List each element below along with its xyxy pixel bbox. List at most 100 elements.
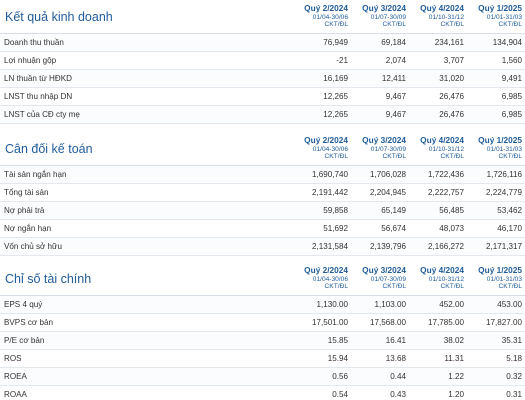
table-body: EPS 4 quý 1,130.00 1,103.00 452.00 453.00 BV… — [0, 296, 525, 400]
cell-value: 17,568.00 — [369, 318, 406, 327]
cell-value: 0.31 — [506, 390, 522, 399]
column-header[interactable]: Quý 4/2024 01/10-31/12 CKT/ĐL — [420, 135, 464, 161]
cell-value: 26,476 — [439, 92, 464, 101]
cell-value: 13.68 — [385, 354, 406, 363]
row-label[interactable]: Vốn chủ sở hữu — [4, 242, 62, 251]
cell-value: 11.31 — [444, 354, 464, 363]
cell-value: 2,139,796 — [369, 242, 406, 251]
cell-value: 56,674 — [381, 224, 406, 233]
column-header[interactable]: Quý 2/2024 01/04-30/06 CKT/ĐL — [304, 135, 348, 161]
cell-value: 1,560 — [501, 56, 522, 65]
cell-value: 31,020 — [439, 74, 464, 83]
table-body: Doanh thu thuần 76,949 69,184 234,161 134,90… — [0, 34, 525, 124]
cell-value: 17,827.00 — [485, 318, 522, 327]
cell-value: 1,130.00 — [316, 300, 348, 309]
cell-value: 46,170 — [497, 224, 522, 233]
row-label[interactable]: LNST của CĐ cty mẹ — [4, 110, 80, 119]
column-header[interactable]: Quý 1/2025 01/01-31/03 CKT/ĐL — [478, 265, 522, 291]
cell-value: 2,131,584 — [311, 242, 348, 251]
cell-value: 1.22 — [448, 372, 464, 381]
row-label[interactable]: LN thuần từ HĐKD — [4, 74, 72, 83]
cell-value: 134,904 — [492, 38, 522, 47]
table-row: ROEA 0.56 0.44 1.22 0.32 — [0, 368, 525, 386]
cell-value: 65,149 — [381, 206, 406, 215]
cell-value: 17,501.00 — [311, 318, 348, 327]
column-header[interactable]: Quý 4/2024 01/10-31/12 CKT/ĐL — [420, 3, 464, 29]
cell-value: 234,161 — [434, 38, 464, 47]
section-chi-so-tai-chinh: Chỉ số tài chính Quý 2/2024 01/04-30/06 CK… — [0, 262, 525, 400]
cell-value: 17,785.00 — [427, 318, 464, 327]
cell-value: 59,858 — [323, 206, 348, 215]
cell-value: 2,074 — [385, 56, 406, 65]
table-row: Nợ phải trả 59,858 65,149 56,485 53,462 — [0, 202, 525, 220]
column-header[interactable]: Quý 3/2024 01/07-30/09 CKT/ĐL — [362, 265, 406, 291]
table-row: Lợi nhuận gộp -21 2,074 3,707 1,560 — [0, 52, 525, 70]
cell-value: 12,411 — [381, 74, 406, 83]
cell-value: 5.18 — [506, 354, 522, 363]
row-label[interactable]: Nợ ngắn hạn — [4, 224, 52, 233]
column-header[interactable]: Quý 3/2024 01/07-30/09 CKT/ĐL — [362, 135, 406, 161]
cell-value: 12,265 — [323, 92, 348, 101]
section-title[interactable]: Chỉ số tài chính — [5, 272, 92, 286]
cell-value: 9,491 — [501, 74, 522, 83]
cell-value: 76,949 — [323, 38, 348, 47]
row-label[interactable]: LNST thu nhập DN — [4, 92, 73, 101]
column-header[interactable]: Quý 4/2024 01/10-31/12 CKT/ĐL — [420, 265, 464, 291]
section-title[interactable]: Kết quả kinh doanh — [5, 10, 113, 24]
section-header: Cân đối kế toán Quý 2/2024 01/04-30/06 CKT… — [0, 132, 525, 166]
cell-value: 16,169 — [323, 74, 348, 83]
table-row: ROS 15.94 13.68 11.31 5.18 — [0, 350, 525, 368]
cell-value: 2,204,945 — [369, 188, 406, 197]
cell-value: 0.56 — [332, 372, 348, 381]
row-label[interactable]: Nợ phải trả — [4, 206, 45, 215]
row-label[interactable]: Tài sản ngắn hạn — [4, 170, 67, 179]
column-header[interactable]: Quý 2/2024 01/04-30/06 CKT/ĐL — [304, 3, 348, 29]
column-header[interactable]: Quý 1/2025 01/01-31/03 CKT/ĐL — [478, 3, 522, 29]
cell-value: 15.94 — [327, 354, 348, 363]
cell-value: 26,476 — [439, 110, 464, 119]
cell-value: 0.54 — [332, 390, 348, 399]
cell-value: -21 — [336, 56, 348, 65]
row-label[interactable]: EPS 4 quý — [4, 300, 43, 309]
column-header[interactable]: Quý 1/2025 01/01-31/03 CKT/ĐL — [478, 135, 522, 161]
cell-value: 1,726,116 — [486, 170, 522, 179]
table-row: LNST thu nhập DN 12,265 9,467 26,476 6,985 — [0, 88, 525, 106]
table-body: Tài sản ngắn hạn 1,690,740 1,706,028 1,722,… — [0, 166, 525, 256]
cell-value: 3,707 — [443, 56, 464, 65]
row-label[interactable]: ROS — [4, 354, 22, 363]
cell-value: 53,462 — [497, 206, 522, 215]
row-label[interactable]: Tổng tài sản — [4, 188, 49, 197]
cell-value: 2,222,757 — [427, 188, 464, 197]
cell-value: 38.02 — [443, 336, 464, 345]
row-label[interactable]: Doanh thu thuần — [4, 38, 64, 47]
row-label[interactable]: P/E cơ bản — [4, 336, 45, 345]
cell-value: 1,690,740 — [311, 170, 348, 179]
table-row: P/E cơ bản 15.85 16.41 38.02 35.31 — [0, 332, 525, 350]
cell-value: 2,191,442 — [311, 188, 348, 197]
column-header[interactable]: Quý 3/2024 01/07-30/09 CKT/ĐL — [362, 3, 406, 29]
cell-value: 6,985 — [501, 92, 522, 101]
table-row: LN thuần từ HĐKD 16,169 12,411 31,020 9,491 — [0, 70, 525, 88]
cell-value: 453.00 — [497, 300, 522, 309]
row-label[interactable]: ROEA — [4, 372, 27, 381]
section-title[interactable]: Cân đối kế toán — [5, 142, 93, 156]
cell-value: 12,265 — [323, 110, 348, 119]
table-row: BVPS cơ bản 17,501.00 17,568.00 17,785.00 17… — [0, 314, 525, 332]
section-header: Chỉ số tài chính Quý 2/2024 01/04-30/06 CK… — [0, 262, 525, 296]
cell-value: 452.00 — [439, 300, 464, 309]
section-header: Kết quả kinh doanh Quý 2/2024 01/04-30/06… — [0, 0, 525, 34]
cell-value: 69,184 — [381, 38, 406, 47]
cell-value: 2,171,317 — [485, 242, 522, 251]
section-can-doi-ke-toan: Cân đối kế toán Quý 2/2024 01/04-30/06 CKT… — [0, 132, 525, 256]
row-label[interactable]: BVPS cơ bản — [4, 318, 53, 327]
table-row: ROAA 0.54 0.43 1.20 0.31 — [0, 386, 525, 400]
table-row: Doanh thu thuần 76,949 69,184 234,161 134,90… — [0, 34, 525, 52]
cell-value: 1,722,436 — [427, 170, 464, 179]
cell-value: 6,985 — [501, 110, 522, 119]
cell-value: 16.41 — [385, 336, 406, 345]
row-label[interactable]: Lợi nhuận gộp — [4, 56, 57, 65]
cell-value: 51,692 — [323, 224, 348, 233]
row-label[interactable]: ROAA — [4, 390, 27, 399]
column-header[interactable]: Quý 2/2024 01/04-30/06 CKT/ĐL — [304, 265, 348, 291]
cell-value: 2,166,272 — [427, 242, 464, 251]
